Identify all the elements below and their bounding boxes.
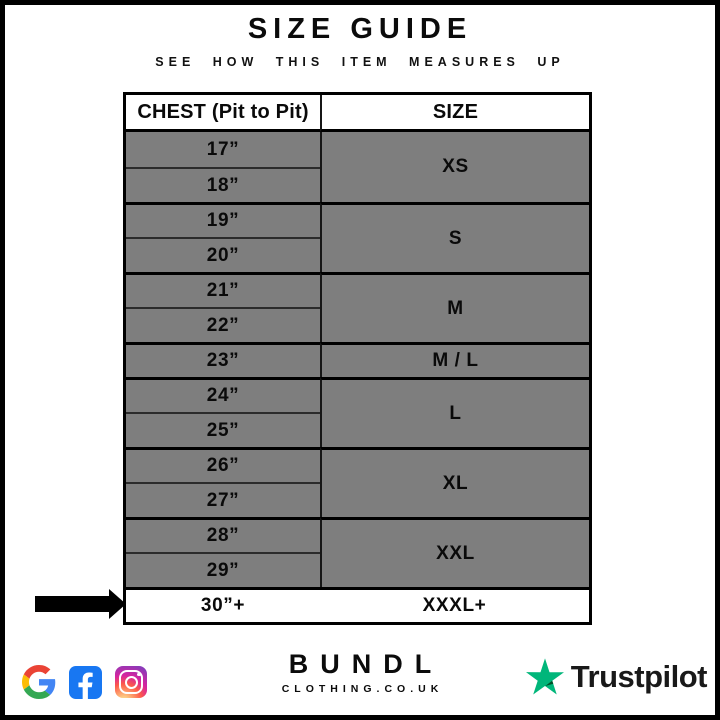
- google-icon[interactable]: [22, 665, 56, 699]
- table-row-highlighted: 30”+ XXXL+: [126, 587, 589, 622]
- column-header-chest: CHEST (Pit to Pit): [126, 95, 320, 132]
- measurement-cell: 19”: [126, 202, 320, 237]
- size-guide-table: CHEST (Pit to Pit) SIZE 17” XS 18” 19” S…: [123, 92, 592, 625]
- arrow-shaft: [35, 596, 109, 612]
- measurement-cell: 27”: [126, 482, 320, 517]
- table-row: 18”: [126, 167, 589, 202]
- footer: BUNDL CLOTHING.CO.UK Trustpilot: [5, 645, 715, 715]
- size-cell: XL: [320, 447, 589, 517]
- table-row: 23” M / L: [126, 342, 589, 377]
- table-row: 22”: [126, 307, 589, 342]
- size-cell: M: [320, 272, 589, 342]
- table-row: 19” S: [126, 202, 589, 272]
- size-cell: M / L: [320, 342, 589, 377]
- measurement-cell: 24”: [126, 377, 320, 412]
- table-row: 25”: [126, 412, 589, 447]
- page-subtitle: SEE HOW THIS ITEM MEASURES UP: [155, 55, 565, 69]
- measurement-cell: 17”: [126, 132, 320, 167]
- right-arrow-icon: [35, 589, 127, 619]
- facebook-icon[interactable]: [69, 665, 102, 699]
- instagram-icon[interactable]: [115, 666, 147, 698]
- measurement-cell: 28”: [126, 517, 320, 552]
- measurement-cell: 18”: [126, 167, 320, 202]
- brand-logo: BUNDL CLOTHING.CO.UK: [277, 649, 444, 695]
- table-row: 21” M: [126, 272, 589, 342]
- table-header-row: CHEST (Pit to Pit) SIZE: [126, 95, 589, 132]
- column-header-size: SIZE: [320, 95, 589, 132]
- table-row: 20”: [126, 237, 589, 272]
- page-title: SIZE GUIDE: [247, 13, 473, 45]
- measurement-cell: 25”: [126, 412, 320, 447]
- measurement-cell: 29”: [126, 552, 320, 587]
- size-cell: L: [320, 377, 589, 447]
- measurement-cell: 30”+: [126, 587, 320, 622]
- instagram-camera-lens: [124, 675, 138, 689]
- table-row: 27”: [126, 482, 589, 517]
- measurement-cell: 22”: [126, 307, 320, 342]
- brand-domain: CLOTHING.CO.UK: [281, 683, 444, 695]
- size-cell: XXL: [320, 517, 589, 587]
- size-cell: XXXL+: [320, 587, 589, 622]
- table-row: 28” XXL: [126, 517, 589, 587]
- arrow-head: [109, 589, 126, 619]
- size-cell: S: [320, 202, 589, 272]
- size-cell: XS: [320, 132, 589, 202]
- trustpilot-star-icon: [525, 658, 564, 695]
- trustpilot-label: Trustpilot: [570, 658, 708, 694]
- instagram-camera-flash: [137, 672, 141, 676]
- instagram-camera-body: [119, 670, 143, 694]
- measurement-cell: 21”: [126, 272, 320, 307]
- size-guide-page: SIZE GUIDE SEE HOW THIS ITEM MEASURES UP…: [5, 5, 715, 715]
- measurement-cell: 23”: [126, 342, 320, 377]
- social-icons: [22, 665, 147, 699]
- table-row: 17” XS: [126, 132, 589, 202]
- trustpilot-logo[interactable]: Trustpilot: [525, 658, 708, 695]
- brand-name: BUNDL: [288, 649, 444, 679]
- table-row: 29”: [126, 552, 589, 587]
- table-row: 24” L: [126, 377, 589, 447]
- table-row: 26” XL: [126, 447, 589, 517]
- measurement-cell: 20”: [126, 237, 320, 272]
- measurement-cell: 26”: [126, 447, 320, 482]
